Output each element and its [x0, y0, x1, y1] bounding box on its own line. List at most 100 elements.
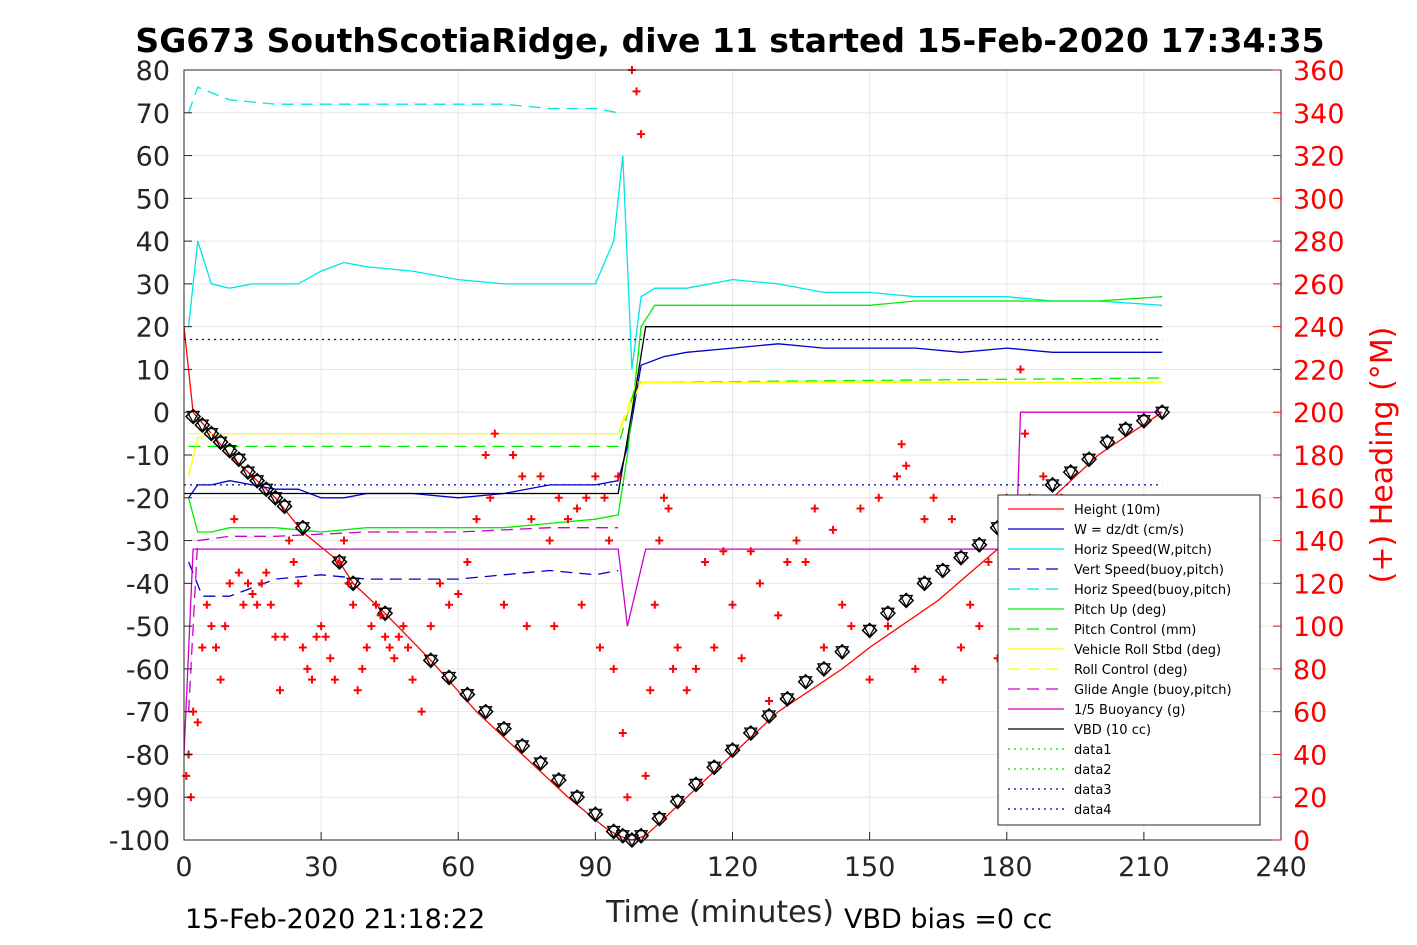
- heading-marker: [394, 632, 403, 641]
- heading-marker: [957, 643, 966, 652]
- heading-marker: [819, 643, 828, 652]
- heading-marker: [275, 686, 284, 695]
- height-marker-triangle: [606, 825, 621, 839]
- heading-marker: [317, 622, 326, 631]
- heading-marker: [193, 718, 202, 727]
- x-tick-label: 60: [441, 852, 475, 883]
- legend-label: Vert Speed(buoy,pitch): [1074, 563, 1224, 578]
- heading-marker: [874, 493, 883, 502]
- legend-label: data4: [1074, 803, 1112, 818]
- heading-marker: [381, 632, 390, 641]
- heading-marker: [522, 622, 531, 631]
- heading-marker: [582, 493, 591, 502]
- height-marker-triangle: [615, 830, 630, 843]
- series-line-10: [183, 411, 1163, 755]
- heading-marker: [975, 622, 984, 631]
- heading-marker: [650, 600, 659, 609]
- heading-marker: [403, 643, 412, 652]
- height-marker-triangle: [835, 646, 850, 660]
- heading-marker: [417, 707, 426, 716]
- heading-marker: [550, 622, 559, 631]
- y-tick-label: 20: [136, 313, 170, 344]
- heading-marker: [591, 472, 600, 481]
- heading-marker: [211, 643, 220, 652]
- y-right-tick-label: 140: [1293, 527, 1345, 558]
- heading-marker: [509, 451, 518, 459]
- heading-marker: [829, 525, 838, 534]
- heading-marker: [893, 472, 902, 481]
- heading-marker: [385, 643, 394, 652]
- heading-marker: [577, 600, 586, 609]
- heading-marker: [563, 515, 572, 524]
- heading-marker: [289, 557, 298, 566]
- legend-label: VBD (10 cc): [1074, 723, 1151, 738]
- heading-marker: [605, 536, 614, 545]
- height-marker-triangle: [213, 436, 228, 450]
- heading-marker: [929, 493, 938, 502]
- heading-marker: [486, 493, 495, 502]
- y-tick-label: 50: [136, 184, 170, 215]
- y-right-tick-label: 80: [1293, 655, 1327, 686]
- legend-box: [997, 494, 1261, 826]
- height-marker-triangle: [652, 813, 667, 826]
- heading-marker: [664, 504, 673, 513]
- heading-marker: [253, 600, 262, 609]
- height-marker-triangle: [816, 663, 831, 677]
- y-tick-label: 0: [153, 398, 170, 429]
- height-marker-triangle: [743, 727, 758, 741]
- legend-label: Roll Control (deg): [1074, 663, 1188, 678]
- legend-label: Vehicle Roll Stbd (deg): [1074, 643, 1221, 658]
- series-line-5: [187, 296, 1163, 533]
- heading-marker: [554, 493, 563, 502]
- heading-marker: [243, 579, 252, 588]
- height-marker-triangle: [268, 492, 283, 506]
- x-tick-label: 210: [1118, 852, 1170, 883]
- heading-marker: [271, 632, 280, 641]
- heading-marker: [307, 675, 316, 684]
- series-line-9: [187, 527, 619, 712]
- heading-marker: [390, 654, 399, 663]
- heading-marker: [518, 472, 527, 481]
- legend-label: Glide Angle (buoy,pitch): [1074, 683, 1232, 698]
- y-tick-label: 30: [136, 270, 170, 301]
- x-tick-label: 120: [707, 852, 759, 883]
- heading-marker: [637, 130, 646, 139]
- heading-marker: [326, 654, 335, 663]
- y-axis-right-ticks: 3603403203002802602402202001801601401201…: [1273, 56, 1345, 857]
- y-right-tick-label: 240: [1293, 313, 1345, 344]
- heading-marker: [801, 557, 810, 566]
- heading-marker: [257, 579, 266, 588]
- height-marker-triangle: [1155, 406, 1170, 420]
- series-line-2: [187, 155, 1163, 370]
- y-right-tick-label: 120: [1293, 569, 1345, 600]
- heading-marker: [207, 622, 216, 631]
- y-right-tick-label: 260: [1293, 270, 1345, 301]
- y-right-tick-label: 220: [1293, 355, 1345, 386]
- heading-marker: [463, 557, 472, 566]
- height-marker-triangle: [688, 778, 703, 792]
- legend-label: data3: [1074, 783, 1112, 798]
- y-tick-label: 10: [136, 355, 170, 386]
- height-marker-triangle: [533, 757, 548, 771]
- heading-marker: [746, 547, 755, 556]
- height-marker-triangle: [250, 475, 265, 488]
- height-marker-triangle: [204, 428, 219, 441]
- height-marker-triangle: [954, 552, 969, 565]
- height-marker-triangle: [259, 483, 274, 497]
- heading-marker: [248, 590, 257, 599]
- heading-marker: [303, 664, 312, 673]
- heading-marker: [911, 664, 920, 673]
- height-marker-triangle: [1063, 466, 1078, 480]
- height-marker-triangle: [378, 607, 393, 621]
- legend-label: data1: [1074, 743, 1112, 758]
- footer-vbd-bias: VBD bias =0 cc: [844, 904, 1052, 935]
- heading-marker: [339, 536, 348, 545]
- y-right-tick-label: 0: [1293, 826, 1310, 857]
- series-line-8: [188, 381, 1163, 435]
- heading-marker: [655, 536, 664, 545]
- heading-marker: [445, 600, 454, 609]
- heading-marker: [1039, 472, 1048, 481]
- y-tick-label: 80: [136, 56, 170, 87]
- heading-marker: [984, 557, 993, 566]
- chart-title: SG673 SouthScotiaRidge, dive 11 started …: [135, 21, 1324, 60]
